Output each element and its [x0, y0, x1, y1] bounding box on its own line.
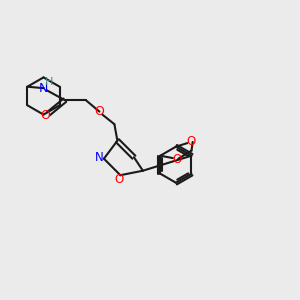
Text: O: O [172, 153, 181, 166]
Text: N: N [39, 82, 49, 95]
Text: N: N [95, 151, 104, 164]
Text: O: O [186, 135, 196, 148]
Text: O: O [114, 173, 124, 186]
Text: O: O [40, 109, 50, 122]
Text: H: H [45, 76, 53, 87]
Text: O: O [94, 105, 104, 118]
